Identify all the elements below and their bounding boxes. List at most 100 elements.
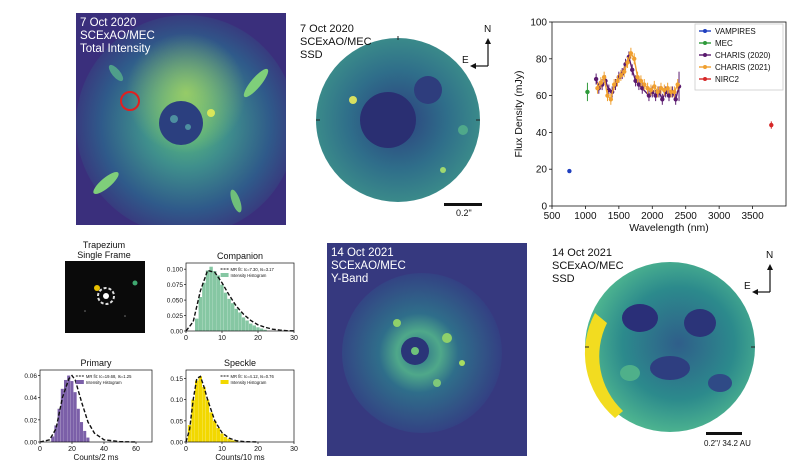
- primary-hist-legend-hist-swatch: [75, 380, 84, 384]
- primary-hist-ytick-label: 0.00: [24, 440, 37, 447]
- primary-hist-bar: [60, 388, 64, 442]
- yband-2021-label: Y-Band: [331, 273, 369, 285]
- ssd-2021-instrument: SCExAO/MEC: [552, 260, 624, 272]
- spectrum-xtick-label: 3500: [741, 211, 764, 222]
- primary-hist-bar: [80, 422, 84, 442]
- speckle-hist-bar: [209, 412, 213, 442]
- spectrum-legend-label: VAMPIRES: [715, 27, 756, 36]
- speckle-hist-ytick-label: 0.15: [170, 376, 183, 383]
- spectrum-data-point: [635, 75, 640, 80]
- spectrum-legend-swatch-marker: [703, 77, 707, 81]
- companion-hist-legend-fit-label: MR fit: Ic=7.30, Is=3.17: [231, 267, 275, 272]
- companion-hist-bar: [209, 266, 213, 331]
- spectrum-data-point: [611, 82, 617, 87]
- spectrum-ytick-label: 0: [541, 202, 547, 213]
- speckle-hist-bar: [198, 376, 203, 442]
- spectrum-data-point: [636, 82, 642, 87]
- compass-2020-east: E: [462, 55, 469, 66]
- speckle-hist-bar: [216, 428, 221, 442]
- companion-hist-bar: [195, 318, 199, 331]
- spectrum-data-point: [653, 93, 658, 98]
- ssd-2021-image: 14 Oct 2021 SCExAO/MEC SSD: [545, 243, 780, 458]
- scale-bar-2020-label: 0.2": [456, 208, 472, 218]
- spectrum-data-point: [652, 84, 657, 89]
- companion-hist-ytick-label: 0.050: [167, 298, 184, 305]
- ssd-2020-image: 7 Oct 2020 SCExAO/MEC SSD: [298, 20, 508, 220]
- spectrum-data-point: [645, 86, 650, 91]
- companion-hist-bar: [227, 298, 231, 331]
- spectrum-data-point: [658, 86, 664, 91]
- speckle-hist-title: Speckle: [224, 358, 256, 368]
- companion-hist-bar: [252, 325, 257, 331]
- primary-histogram: Primary 0 20 40 60 0.00 0.02 0.04 0.06 Counts/2 m…: [0, 350, 160, 465]
- spectrum-data-point: [595, 86, 600, 91]
- spectrum-plot-frame: [551, 21, 787, 207]
- speckle-hist-xtick-label: 20: [254, 446, 262, 453]
- compass-2020-north: N: [484, 24, 492, 35]
- trapezium-title: Trapezium Single Frame: [64, 240, 144, 260]
- total-intensity-date: 7 Oct 2020: [80, 17, 137, 29]
- spectrum-legend-swatch-marker: [703, 53, 707, 57]
- spectrum-data-point: [630, 67, 635, 73]
- primary-hist-bar: [67, 375, 71, 442]
- primary-hist-bar: [86, 437, 90, 442]
- scale-bar-2021-label: 0.2"/ 34.2 AU: [704, 439, 751, 448]
- companion-histogram-svg: Companion 0 10 20 30 0.00 0.025 0.050 0.075 0.100…: [167, 251, 298, 342]
- total-intensity-label: Total Intensity: [80, 43, 151, 55]
- primary-hist-legend-fit-label: MR fit: Ic=19.68, Is=1.25: [86, 374, 132, 379]
- trapezium-image: [65, 261, 145, 333]
- spectrum-data-point: [769, 122, 774, 128]
- primary-hist-xtick-label: 60: [132, 446, 140, 453]
- speckle-hist-bar: [205, 399, 210, 442]
- spectrum-ytick-label: 100: [530, 18, 547, 29]
- companion-hist-bar: [241, 317, 246, 331]
- speckle-hist-xtick-label: 0: [184, 446, 188, 453]
- spectrum-legend-label: CHARIS (2021): [715, 63, 771, 72]
- total-intensity-svg: [76, 13, 296, 235]
- spectrum-ytick-label: 80: [536, 54, 548, 65]
- speckle-hist-bar: [227, 439, 231, 442]
- spectrum-data-point: [585, 89, 590, 95]
- primary-hist-legend-hist-label: Intensity Histogram: [86, 380, 122, 385]
- spectrum-legend-label: MEC: [715, 39, 733, 48]
- speckle-hist-ytick-label: 0.05: [170, 418, 183, 425]
- primary-hist-bar: [64, 379, 68, 442]
- speckle-hist-bar: [231, 440, 235, 442]
- companion-hist-bar: [213, 271, 217, 331]
- spectrum-data-point: [642, 82, 647, 87]
- speckle-hist-legend-hist-label: Intensity Histogram: [231, 380, 267, 385]
- speckle-hist-bar: [191, 399, 195, 442]
- spectrum-xtick-label: 2000: [641, 211, 664, 222]
- scale-bar-2021: 0.2"/ 34.2 AU: [704, 432, 774, 450]
- primary-hist-bar: [83, 430, 87, 442]
- spectrum-data-point: [665, 86, 670, 91]
- speckle-hist-legend-hist-swatch: [220, 380, 229, 384]
- companion-hist-xtick-label: 0: [184, 335, 188, 342]
- primary-hist-bar: [70, 381, 74, 442]
- trapezium-title-line2: Single Frame: [77, 250, 131, 260]
- primary-hist-title: Primary: [81, 358, 112, 368]
- primary-hist-frame: [39, 369, 153, 443]
- ssd-2020-instrument: SCExAO/MEC: [300, 36, 372, 48]
- spectrum-data-point: [660, 97, 665, 102]
- spectrum-data-point: [648, 87, 654, 93]
- companion-hist-ytick-label: 0.075: [167, 282, 184, 289]
- spectrum-legend-swatch-marker: [703, 29, 707, 33]
- yband-2021-date: 14 Oct 2021: [331, 247, 394, 259]
- ssd-2020-label: SSD: [300, 49, 323, 61]
- spectrum-data-point: [625, 60, 630, 65]
- companion-hist-ytick-label: 0.100: [167, 267, 184, 274]
- primary-hist-xtick-label: 20: [68, 446, 76, 453]
- total-intensity-instrument: SCExAO/MEC: [80, 30, 155, 42]
- spectrum-data-point: [655, 89, 660, 95]
- speckle-hist-bar: [187, 425, 192, 442]
- speckle-hist-fit-curve: [185, 375, 259, 443]
- primary-hist-ytick-label: 0.02: [24, 417, 37, 424]
- companion-hist-xtick-label: 20: [254, 335, 262, 342]
- primary-hist-fit-curve: [39, 374, 137, 443]
- spectrum-chart-svg: 0 20 40 60 80 100 500 1000 1500 2000 2500 3000 3500 W…: [513, 18, 787, 234]
- primary-hist-bar: [76, 408, 80, 442]
- spectrum-data-point: [608, 97, 614, 102]
- spectrum-data-point: [638, 78, 644, 84]
- spectrum-data-point: [673, 97, 678, 102]
